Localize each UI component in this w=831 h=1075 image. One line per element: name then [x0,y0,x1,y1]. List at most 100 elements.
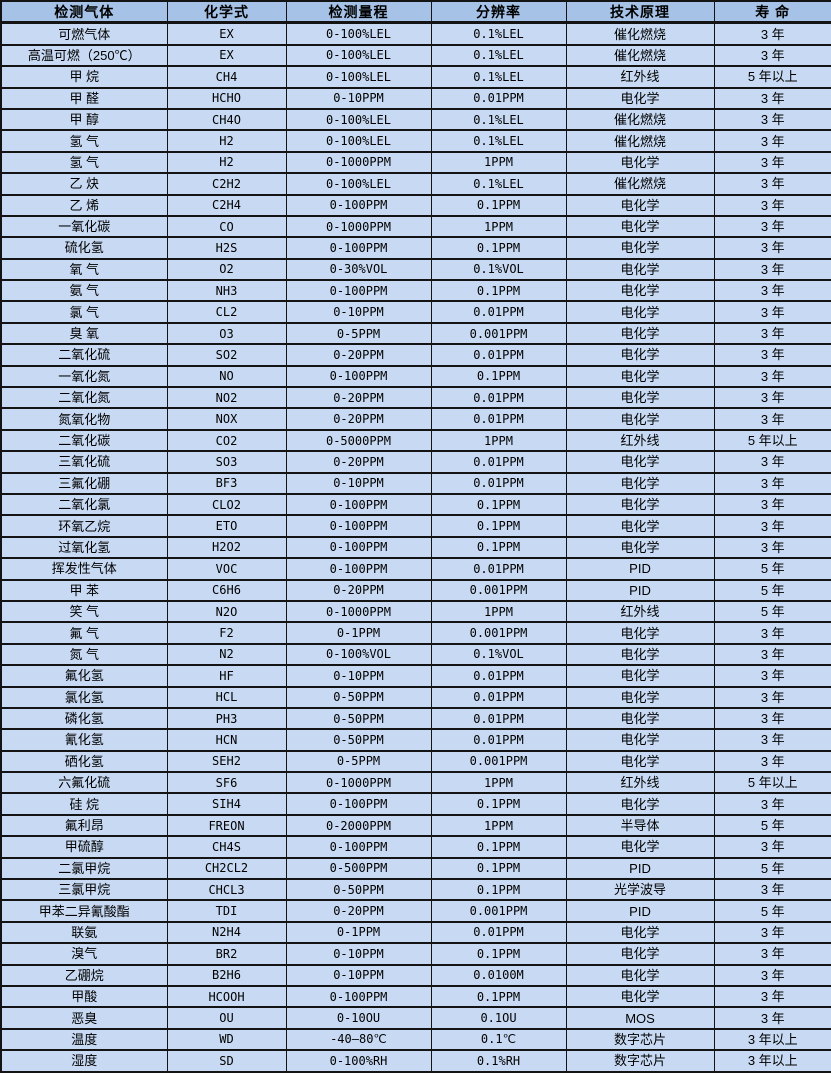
cell-lifespan: 3 年 [713,364,831,389]
cell-lifespan: 3 年以上 [713,1027,831,1052]
cell-formula: SO3 [166,450,287,474]
table-row: 挥发性气体 VOC 0-100PPM 0.01PPM PID 5 年 [0,557,831,581]
cell-lifespan: 3 年 [713,963,831,987]
cell-gas-name: 挥发性气体 [0,557,168,581]
cell-lifespan: 3 年 [713,728,831,752]
cell-gas-name: 三氟化硼 [0,471,168,496]
cell-gas-name: 高温可燃（250℃） [0,43,168,68]
cell-lifespan: 3 年 [713,343,831,367]
cell-gas-name: 乙 烯 [0,193,168,217]
cell-range: 0-50PPM [285,706,432,731]
header-gas-name: 检测气体 [0,0,168,25]
cell-principle: 电化学 [565,450,715,474]
cell-resolution: 0.01PPM [430,664,567,688]
cell-range: 0-100PPM [285,535,432,560]
cell-principle: 电化学 [565,257,715,282]
cell-resolution: 0.1%LEL [430,21,567,46]
cell-range: 0-10OU [285,1006,432,1030]
cell-lifespan: 3 年 [713,920,831,945]
cell-range: 0-100%LEL [285,107,432,132]
cell-gas-name: 三氯甲烷 [0,877,168,902]
cell-principle: 半导体 [565,813,715,838]
cell-resolution: 0.01PPM [430,471,567,496]
cell-lifespan: 5 年 [713,899,831,923]
cell-lifespan: 3 年 [713,214,831,239]
header-detection-range: 检测量程 [285,0,432,25]
cell-resolution: 0.01PPM [430,343,567,367]
cell-principle: 催化燃烧 [565,21,715,46]
table-row: 二氧化氯 CLO2 0-100PPM 0.1PPM 电化学 3 年 [0,492,831,517]
cell-formula: SIH4 [166,792,287,816]
cell-formula: CLO2 [166,492,287,517]
cell-principle: 催化燃烧 [565,43,715,68]
cell-lifespan: 3 年 [713,1006,831,1030]
cell-gas-name: 乙 炔 [0,172,168,196]
table-row: 二氧化硫 SO2 0-20PPM 0.01PPM 电化学 3 年 [0,343,831,367]
cell-range: 0-100PPM [285,514,432,538]
cell-gas-name: 二氯甲烷 [0,856,168,881]
table-row: 氯化氢 HCL 0-50PPM 0.01PPM 电化学 3 年 [0,685,831,709]
table-row: 温度 WD -40—80℃ 0.1℃ 数字芯片 3 年以上 [0,1027,831,1052]
cell-range: 0-100PPM [285,835,432,859]
cell-range: 0-100%LEL [285,21,432,46]
cell-resolution: 0.1PPM [430,792,567,816]
cell-principle: 电化学 [565,920,715,945]
cell-resolution: 0.001PPM [430,578,567,602]
cell-formula: CHCL3 [166,877,287,902]
cell-lifespan: 3 年 [713,407,831,431]
cell-principle: 电化学 [565,792,715,816]
cell-lifespan: 5 年 [713,856,831,881]
table-row: 六氟化硫 SF6 0-1000PPM 1PPM 红外线 5 年以上 [0,771,831,795]
cell-principle: PID [565,899,715,923]
cell-lifespan: 5 年 [713,578,831,602]
cell-formula: C2H2 [166,172,287,196]
cell-principle: 电化学 [565,471,715,496]
cell-formula: O3 [166,321,287,346]
cell-lifespan: 3 年 [713,86,831,110]
cell-resolution: 0.1PPM [430,492,567,517]
table-row: 二氯甲烷 CH2CL2 0-500PPM 0.1PPM PID 5 年 [0,856,831,881]
cell-principle: 数字芯片 [565,1049,715,1073]
cell-range: 0-100%LEL [285,129,432,153]
table-row: 硫化氢 H2S 0-100PPM 0.1PPM 电化学 3 年 [0,236,831,260]
cell-gas-name: 氟 气 [0,621,168,645]
cell-lifespan: 5 年以上 [713,771,831,795]
cell-range: 0-100PPM [285,984,432,1009]
cell-gas-name: 氢 气 [0,129,168,153]
cell-principle: 电化学 [565,193,715,217]
cell-lifespan: 3 年 [713,471,831,496]
cell-range: 0-100%LEL [285,43,432,68]
cell-gas-name: 二氧化硫 [0,343,168,367]
cell-principle: 电化学 [565,407,715,431]
cell-range: 0-100PPM [285,279,432,303]
cell-principle: 数字芯片 [565,1027,715,1052]
cell-range: 0-100%RH [285,1049,432,1073]
cell-lifespan: 3 年 [713,450,831,474]
cell-lifespan: 5 年以上 [713,428,831,453]
cell-range: 0-100PPM [285,557,432,581]
cell-principle: 电化学 [565,535,715,560]
cell-resolution: 0.1PPM [430,364,567,389]
cell-formula: ETO [166,514,287,538]
cell-resolution: 0.1%RH [430,1049,567,1073]
cell-gas-name: 甲 烷 [0,65,168,89]
cell-gas-name: 甲 醇 [0,107,168,132]
table-row: 氟利昂 FREON 0-2000PPM 1PPM 半导体 5 年 [0,813,831,838]
cell-gas-name: 硅 烷 [0,792,168,816]
cell-resolution: 1PPM [430,813,567,838]
cell-range: 0-10PPM [285,86,432,110]
cell-formula: CL2 [166,300,287,324]
cell-gas-name: 恶臭 [0,1006,168,1030]
table-row: 过氧化氢 H2O2 0-100PPM 0.1PPM 电化学 3 年 [0,535,831,560]
cell-principle: 红外线 [565,599,715,624]
cell-principle: MOS [565,1006,715,1030]
cell-formula: CH4O [166,107,287,132]
cell-lifespan: 3 年 [713,984,831,1009]
cell-principle: 电化学 [565,664,715,688]
table-row: 硒化氢 SEH2 0-5PPM 0.001PPM 电化学 3 年 [0,749,831,774]
header-resolution: 分辨率 [430,0,567,25]
cell-gas-name: 臭 氧 [0,321,168,346]
cell-lifespan: 3 年 [713,942,831,966]
cell-gas-name: 过氧化氢 [0,535,168,560]
cell-resolution: 0.001PPM [430,899,567,923]
